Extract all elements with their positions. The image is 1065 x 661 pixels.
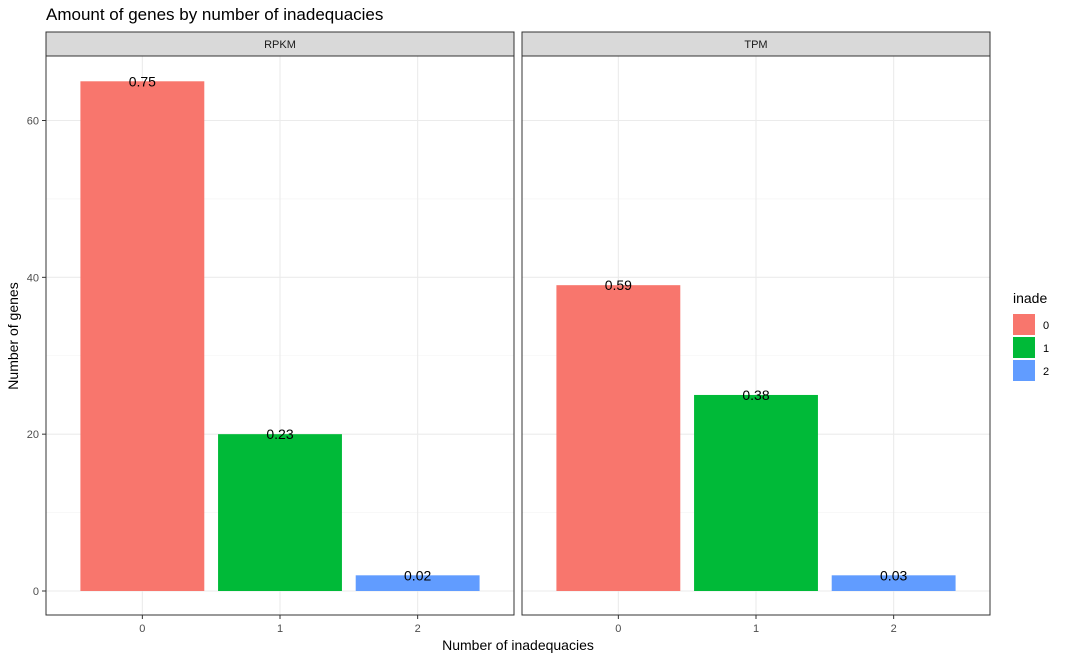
x-tick-label: 1 (277, 623, 283, 635)
legend-label: 0 (1043, 320, 1049, 332)
y-tick-label: 20 (27, 429, 39, 441)
legend-swatch (1013, 314, 1035, 335)
bar-tpm-2 (831, 575, 956, 591)
x-tick-label: 2 (891, 623, 897, 635)
legend: inade 0 1 2 (1013, 290, 1049, 381)
x-tick-label: 0 (139, 623, 145, 635)
legend-title: inade (1013, 290, 1047, 306)
facet-panel-rpkm: 0.75 0.23 0.02 RPKM (45, 31, 515, 616)
data-label: 0.02 (404, 567, 431, 583)
facet-strip (45, 31, 515, 57)
data-label: 0.23 (266, 426, 293, 442)
data-label: 0.75 (129, 73, 156, 89)
legend-swatch (1013, 360, 1035, 381)
bar-rpkm-1 (218, 434, 342, 591)
facet-panel-tpm: 0.59 0.38 0.03 TPM (521, 31, 991, 616)
x-tick-label: 0 (615, 623, 621, 635)
facet-panels: 0.75 0.23 0.02 RPKM 0.59 0.38 0.03 TPM (45, 31, 991, 616)
legend-swatch (1013, 337, 1035, 358)
legend-label: 2 (1043, 366, 1049, 378)
y-tick-label: 40 (27, 272, 39, 284)
x-axis-title: Number of inadequacies (442, 637, 594, 653)
data-label: 0.59 (605, 277, 632, 293)
facet-strip-label: RPKM (264, 39, 296, 51)
data-label: 0.38 (742, 387, 769, 403)
data-label: 0.03 (880, 567, 907, 583)
x-tick-label: 1 (753, 623, 759, 635)
bar-rpkm-2 (355, 575, 480, 591)
y-axis: 0 20 40 60 (27, 116, 46, 598)
y-tick-label: 0 (33, 586, 39, 598)
legend-label: 1 (1043, 343, 1049, 355)
facet-strip (521, 31, 991, 57)
bar-rpkm-0 (80, 81, 205, 592)
facet-strip-label: TPM (744, 39, 767, 51)
y-tick-label: 60 (27, 116, 39, 128)
bar-tpm-1 (694, 394, 818, 591)
y-axis-title: Number of genes (5, 282, 21, 389)
x-axis: 0 1 2 0 1 2 (139, 615, 897, 635)
chart-title: Amount of genes by number of inadequacie… (46, 5, 383, 24)
x-tick-label: 2 (415, 623, 421, 635)
bar-tpm-0 (556, 285, 681, 591)
